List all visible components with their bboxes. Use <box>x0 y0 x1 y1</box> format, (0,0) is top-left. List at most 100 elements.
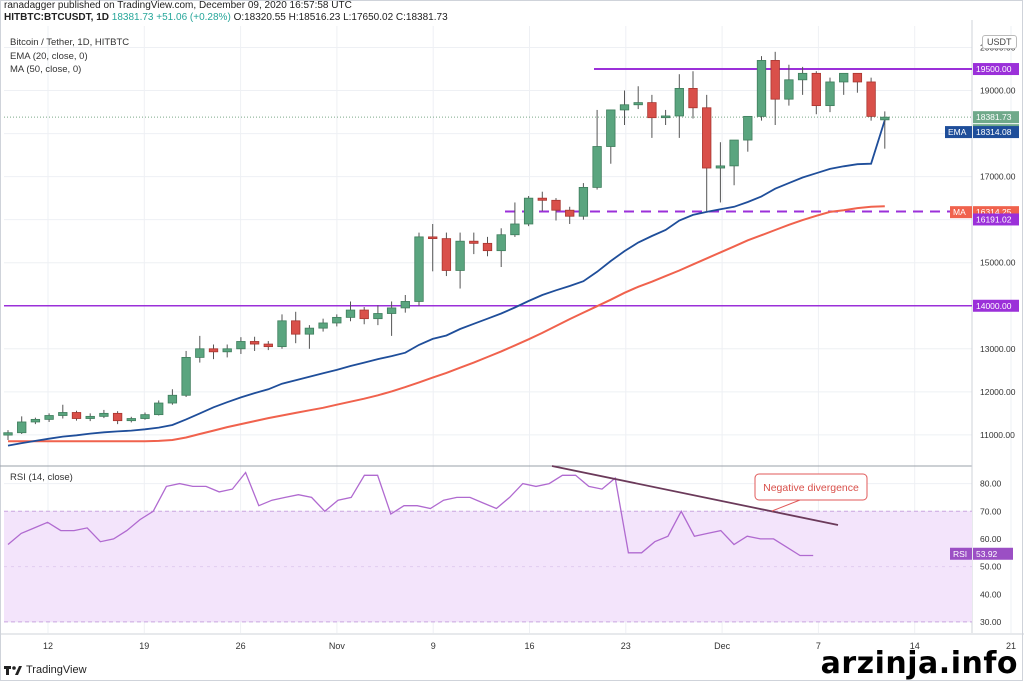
candle-body <box>112 412 123 422</box>
candle-body <box>797 72 808 81</box>
candle-body <box>249 341 260 345</box>
candle-body <box>482 242 493 252</box>
candle-body <box>428 236 438 240</box>
tag-last: 18381.73 <box>976 112 1012 122</box>
candle-body <box>674 88 684 117</box>
rsi-line <box>7 471 814 557</box>
candle-body <box>811 72 821 107</box>
candle-body <box>852 72 863 83</box>
candle-body <box>386 307 397 314</box>
candle-body <box>30 418 41 423</box>
rsi-band <box>4 510 972 623</box>
tag-rsi-label-bg <box>950 547 972 560</box>
tag-ema-bg <box>973 126 1019 139</box>
candle-body <box>523 197 534 225</box>
publisher-line: ranadagger published on TradingView.com,… <box>4 0 352 11</box>
candle-body <box>688 88 698 109</box>
candle-body <box>236 341 246 350</box>
ohlc-values: O:18320.55 H:18516.23 L:17650.02 C:18381… <box>233 12 448 23</box>
currency-button[interactable]: USDT <box>982 35 1017 49</box>
candle-body <box>469 240 479 244</box>
candle-body <box>304 327 315 335</box>
candle-body <box>17 421 27 434</box>
rsi-tick-label: 50.00 <box>980 562 1002 572</box>
tag-rsi-label: RSI <box>953 549 967 559</box>
ma-path <box>8 205 885 443</box>
candle-body <box>85 415 95 419</box>
candle-body <box>715 165 726 169</box>
candle-body <box>866 81 876 117</box>
candle-body <box>291 320 301 335</box>
annotation-box <box>754 473 868 501</box>
candle-body <box>702 107 712 169</box>
candle-body <box>551 199 561 211</box>
time-tick-label: 19 <box>139 641 149 651</box>
price-tick-label: 11000.00 <box>980 430 1015 440</box>
candle-body <box>373 313 383 320</box>
candle-body <box>496 234 506 252</box>
candle-body <box>154 402 164 416</box>
time-tick-label: 14 <box>910 641 920 651</box>
candle-body <box>126 418 136 422</box>
time-tick-label: 12 <box>43 641 53 651</box>
footer-brand: TradingView <box>26 664 87 676</box>
candle-body <box>619 104 630 111</box>
annotation-pointer <box>771 499 801 512</box>
rsi-tick-label: 30.00 <box>980 617 1002 627</box>
candle-body <box>455 240 465 271</box>
tradingview-logo-icon <box>4 666 22 675</box>
candle-body <box>3 432 13 436</box>
tag-rsi-bg <box>973 547 1013 560</box>
legend-ma: MA (50, close, 0) <box>10 64 82 75</box>
tag-last-bg <box>973 111 1019 124</box>
candle-body <box>345 309 356 318</box>
price-tick-label: 12000.00 <box>980 387 1016 397</box>
candle-body <box>647 102 657 119</box>
legend-title: Bitcoin / Tether, 1D, HITBTC <box>10 37 130 48</box>
candle-body <box>167 394 178 404</box>
time-tick-label: 9 <box>431 641 436 651</box>
rsi-tick-label: 80.00 <box>980 479 1002 489</box>
candle-body <box>71 412 82 419</box>
rsi-tick-label: 70.00 <box>980 506 1002 516</box>
candle-body <box>318 322 328 329</box>
tag-rsi: 53.92 <box>976 549 998 559</box>
candle-body <box>606 109 616 147</box>
candle-body <box>222 348 232 353</box>
candles <box>3 51 890 441</box>
candle-body <box>140 414 150 419</box>
legend-ema: EMA (20, close, 0) <box>10 50 88 62</box>
candle-body <box>578 186 589 217</box>
tag-16191: 16191.02 <box>976 214 1012 224</box>
candle-body <box>880 116 890 121</box>
rsi-tick-label: 60.00 <box>980 534 1002 544</box>
rsi-path <box>7 471 814 557</box>
tag-ma-label: MA <box>953 207 966 217</box>
tag-19500-bg <box>973 63 1019 76</box>
candle-body <box>839 72 849 83</box>
tag-ma-label-bg <box>950 206 972 219</box>
price-tick-label: 15000.00 <box>980 258 1016 268</box>
ema-path <box>7 119 886 447</box>
time-tick-label: 7 <box>816 641 821 651</box>
divergence-line: Negative divergence <box>551 465 868 526</box>
candle-body <box>729 139 739 167</box>
footer: TradingView <box>4 664 87 676</box>
tag-14000-bg <box>973 299 1019 312</box>
annotation-text: Negative divergence <box>763 482 859 494</box>
price-change: +51.06 (+0.28%) <box>156 12 231 23</box>
candle-body <box>99 412 109 417</box>
indicator-legend: Bitcoin / Tether, 1D, HITBTC EMA (20, cl… <box>10 36 129 77</box>
candle-body <box>660 115 671 119</box>
time-tick-label: Nov <box>329 641 346 651</box>
divergence-trendline <box>551 465 839 526</box>
candle-body <box>784 79 794 100</box>
time-tick-label: 26 <box>236 641 246 651</box>
candle-body <box>58 412 68 416</box>
candle-body <box>400 301 410 309</box>
price-tags: 19500.0018381.7307:02:1318314.08EMA16314… <box>945 63 1019 560</box>
time-tick-label: 23 <box>621 641 631 651</box>
ma-line <box>8 205 885 443</box>
